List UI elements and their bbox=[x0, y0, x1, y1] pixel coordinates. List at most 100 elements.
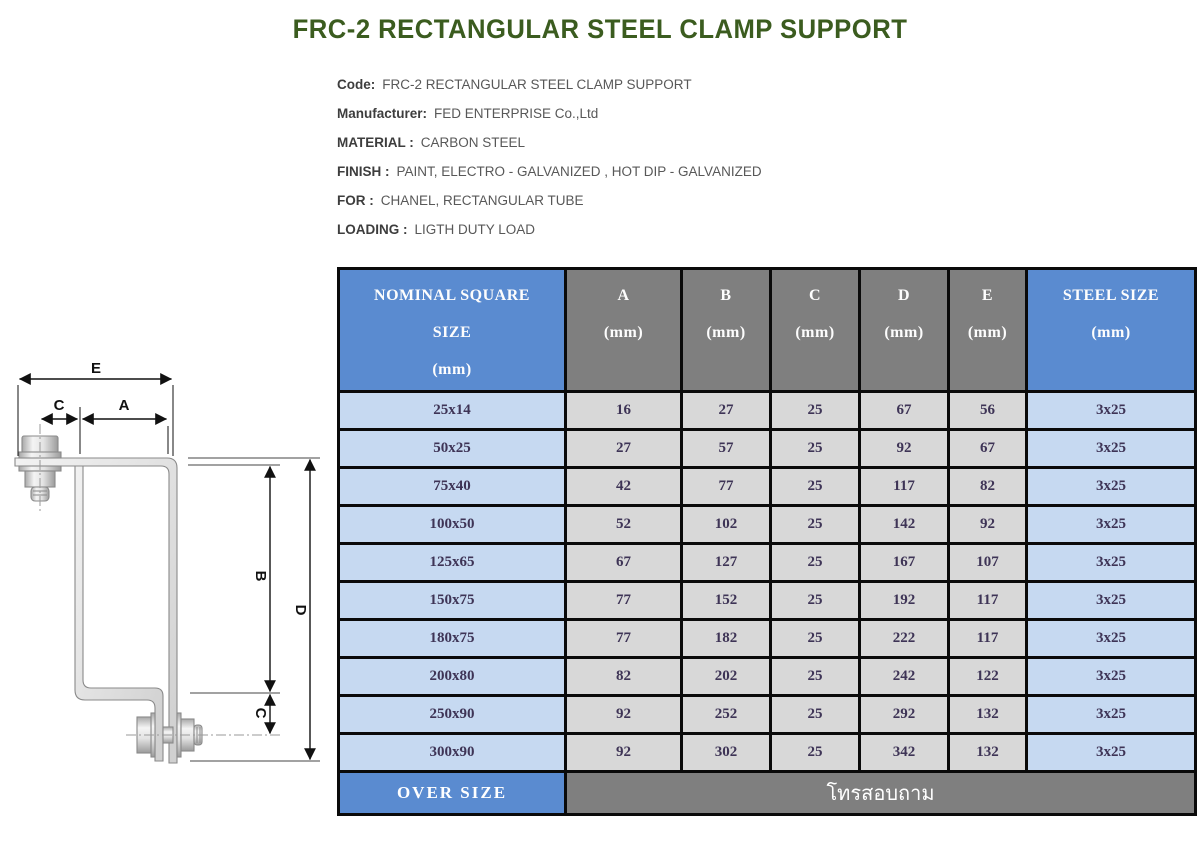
cell-steel: 3x25 bbox=[1025, 466, 1197, 507]
cell-size: 50x25 bbox=[337, 428, 567, 469]
product-details: Code: FRC-2 RECTANGULAR STEEL CLAMP SUPPO… bbox=[337, 70, 762, 244]
cell-b: 102 bbox=[680, 504, 772, 545]
cell-e: 132 bbox=[947, 694, 1028, 735]
header-dim-b: B (mm) bbox=[680, 267, 772, 393]
detail-label: LOADING : bbox=[337, 222, 408, 237]
cell-steel: 3x25 bbox=[1025, 504, 1197, 545]
cell-c: 25 bbox=[769, 390, 861, 431]
bottom-bolt bbox=[126, 712, 280, 758]
cell-a: 42 bbox=[564, 466, 683, 507]
header-line: STEEL SIZE bbox=[1062, 287, 1160, 304]
header-line: (mm) bbox=[706, 324, 746, 341]
detail-label: Code: bbox=[337, 77, 376, 92]
cell-a: 92 bbox=[564, 694, 683, 735]
dim-label-e: E bbox=[91, 360, 101, 377]
table-row: 75x40 42 77 25 117 82 3x25 bbox=[337, 466, 1197, 507]
cell-e: 67 bbox=[947, 428, 1028, 469]
cell-d: 117 bbox=[858, 466, 950, 507]
detail-row-manufacturer: Manufacturer: FED ENTERPRISE Co.,Ltd bbox=[337, 99, 762, 128]
cell-b: 252 bbox=[680, 694, 772, 735]
cell-b: 202 bbox=[680, 656, 772, 697]
cell-c: 25 bbox=[769, 580, 861, 621]
table-row: 50x25 27 57 25 92 67 3x25 bbox=[337, 428, 1197, 469]
header-line: B bbox=[720, 287, 732, 304]
detail-row-finish: FINISH : PAINT, ELECTRO - GALVANIZED , HO… bbox=[337, 157, 762, 186]
header-line: C bbox=[808, 287, 822, 304]
detail-value: CHANEL, RECTANGULAR TUBE bbox=[380, 193, 584, 208]
table-row: 100x50 52 102 25 142 92 3x25 bbox=[337, 504, 1197, 545]
cell-size: 300x90 bbox=[337, 732, 567, 773]
cell-d: 292 bbox=[858, 694, 950, 735]
cell-c: 25 bbox=[769, 732, 861, 773]
detail-label: MATERIAL : bbox=[337, 135, 414, 150]
detail-row-loading: LOADING : LIGTH DUTY LOAD bbox=[337, 215, 762, 244]
table-row: 300x90 92 302 25 342 132 3x25 bbox=[337, 732, 1197, 773]
cell-a: 67 bbox=[564, 542, 683, 583]
cell-c: 25 bbox=[769, 656, 861, 697]
cell-d: 222 bbox=[858, 618, 950, 659]
header-line: (mm) bbox=[432, 361, 472, 378]
cell-a: 16 bbox=[564, 390, 683, 431]
cell-d: 142 bbox=[858, 504, 950, 545]
header-line: NOMINAL SQUARE bbox=[374, 287, 530, 304]
cell-c: 25 bbox=[769, 694, 861, 735]
cell-size: 100x50 bbox=[337, 504, 567, 545]
oversize-label: OVER SIZE bbox=[337, 770, 567, 816]
detail-row-for: FOR : CHANEL, RECTANGULAR TUBE bbox=[337, 186, 762, 215]
cell-e: 122 bbox=[947, 656, 1028, 697]
page-title: FRC-2 RECTANGULAR STEEL CLAMP SUPPORT bbox=[292, 14, 908, 44]
header-line: (mm) bbox=[884, 324, 924, 341]
cell-d: 92 bbox=[858, 428, 950, 469]
cell-size: 75x40 bbox=[337, 466, 567, 507]
cell-size: 150x75 bbox=[337, 580, 567, 621]
top-bolt bbox=[18, 424, 62, 512]
cell-steel: 3x25 bbox=[1025, 428, 1197, 469]
dim-label-d: D bbox=[292, 605, 309, 616]
table-row: 150x75 77 152 25 192 117 3x25 bbox=[337, 580, 1197, 621]
detail-value: PAINT, ELECTRO - GALVANIZED , HOT DIP - … bbox=[396, 164, 762, 179]
cell-size: 125x65 bbox=[337, 542, 567, 583]
cell-e: 107 bbox=[947, 542, 1028, 583]
header-line: (mm) bbox=[603, 324, 644, 341]
bracket-lower-piece bbox=[74, 465, 164, 762]
detail-row-material: MATERIAL : CARBON STEEL bbox=[337, 128, 762, 157]
header-dim-e: E (mm) bbox=[947, 267, 1028, 393]
cell-a: 77 bbox=[564, 580, 683, 621]
cell-e: 117 bbox=[947, 618, 1028, 659]
cell-c: 25 bbox=[769, 542, 861, 583]
cell-steel: 3x25 bbox=[1025, 694, 1197, 735]
dim-label-a: A bbox=[119, 397, 130, 414]
detail-value: LIGTH DUTY LOAD bbox=[414, 222, 536, 237]
dim-label-c-bottom: C bbox=[252, 708, 269, 719]
cell-size: 180x75 bbox=[337, 618, 567, 659]
cell-size: 200x80 bbox=[337, 656, 567, 697]
cell-c: 25 bbox=[769, 504, 861, 545]
cell-b: 27 bbox=[680, 390, 772, 431]
spec-table: NOMINAL SQUARE SIZE (mm) A (mm) B (mm) C… bbox=[337, 267, 1197, 816]
technical-drawing: E C A B C D bbox=[14, 360, 320, 764]
cell-steel: 3x25 bbox=[1025, 390, 1197, 431]
cell-a: 82 bbox=[564, 656, 683, 697]
cell-d: 242 bbox=[858, 656, 950, 697]
detail-row-code: Code: FRC-2 RECTANGULAR STEEL CLAMP SUPPO… bbox=[337, 70, 762, 99]
cell-size: 25x14 bbox=[337, 390, 567, 431]
cell-b: 302 bbox=[680, 732, 772, 773]
table-row: 200x80 82 202 25 242 122 3x25 bbox=[337, 656, 1197, 697]
header-line: D bbox=[897, 287, 911, 304]
cell-b: 57 bbox=[680, 428, 772, 469]
cell-e: 56 bbox=[947, 390, 1028, 431]
header-line: (mm) bbox=[1091, 324, 1131, 341]
cell-steel: 3x25 bbox=[1025, 656, 1197, 697]
detail-label: Manufacturer: bbox=[337, 106, 428, 121]
cell-b: 182 bbox=[680, 618, 772, 659]
header-nominal-size: NOMINAL SQUARE SIZE (mm) bbox=[337, 267, 567, 393]
table-row: 25x14 16 27 25 67 56 3x25 bbox=[337, 390, 1197, 431]
cell-a: 52 bbox=[564, 504, 683, 545]
header-line: SIZE bbox=[432, 324, 472, 341]
cell-c: 25 bbox=[769, 618, 861, 659]
cell-e: 82 bbox=[947, 466, 1028, 507]
cell-e: 132 bbox=[947, 732, 1028, 773]
detail-value: FRC-2 RECTANGULAR STEEL CLAMP SUPPORT bbox=[382, 77, 692, 92]
header-line: A bbox=[617, 287, 630, 304]
cell-steel: 3x25 bbox=[1025, 618, 1197, 659]
